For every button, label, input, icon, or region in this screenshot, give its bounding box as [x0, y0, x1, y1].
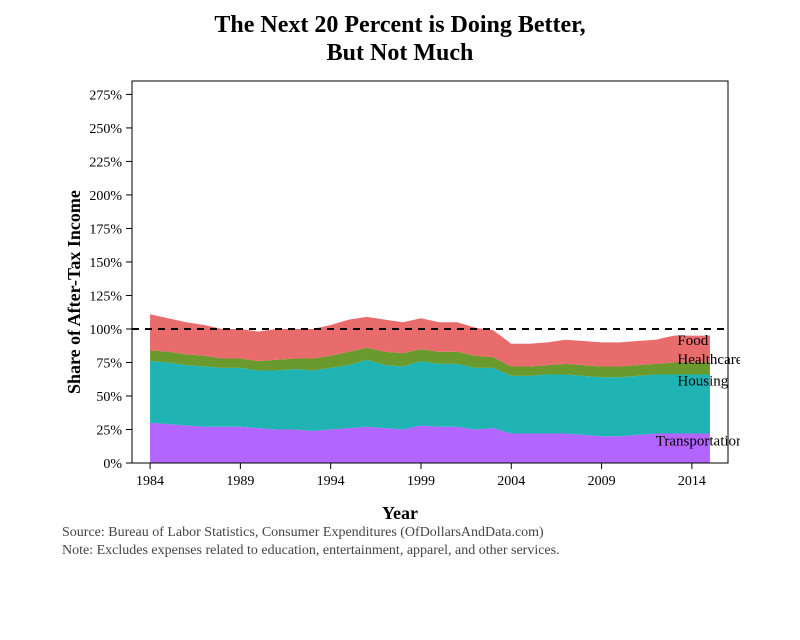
- xtick-label: 2004: [497, 474, 525, 489]
- ytick-label: 0%: [103, 457, 122, 472]
- y-axis-label: Share of After-Tax Income: [64, 191, 85, 395]
- title-line-1: The Next 20 Percent is Doing Better,: [214, 12, 585, 38]
- series-label: Transportation: [656, 434, 740, 450]
- series-label: Housing: [677, 373, 728, 389]
- title-line-2: But Not Much: [327, 40, 474, 66]
- stacked-area-chart: 0% 25% 50% 75% 100% 125% 150% 175% 200% 225% 250% 2…: [60, 73, 740, 503]
- chart-title: The Next 20 Percent is Doing Better, But…: [20, 12, 780, 67]
- chart-footer: Source: Bureau of Labor Statistics, Cons…: [20, 524, 780, 559]
- source-line: Source: Bureau of Labor Statistics, Cons…: [62, 524, 780, 542]
- series-label: Healthcare: [677, 352, 740, 368]
- xtick-label: 1984: [136, 474, 164, 489]
- ytick-label: 100%: [89, 323, 122, 338]
- ytick-label: 250%: [89, 122, 122, 137]
- xtick-label: 1994: [317, 474, 345, 489]
- xtick-label: 1989: [226, 474, 254, 489]
- ytick-label: 200%: [89, 189, 122, 204]
- ytick-label: 175%: [89, 223, 122, 238]
- ytick-label: 125%: [89, 290, 122, 305]
- ytick-label: 75%: [96, 357, 122, 372]
- ytick-label: 275%: [89, 89, 122, 104]
- ytick-label: 25%: [96, 424, 122, 439]
- ytick-label: 225%: [89, 156, 122, 171]
- xtick-label: 2009: [588, 474, 616, 489]
- ytick-label: 50%: [96, 390, 122, 405]
- series-label: Food: [677, 333, 708, 349]
- note-line: Note: Excludes expenses related to educa…: [62, 542, 780, 560]
- chart-area: Share of After-Tax Income 0% 25% 50% 75% 100…: [60, 73, 740, 524]
- xtick-label: 2014: [678, 474, 706, 489]
- x-axis-label: Year: [60, 503, 740, 524]
- ytick-label: 150%: [89, 256, 122, 271]
- xtick-label: 1999: [407, 474, 435, 489]
